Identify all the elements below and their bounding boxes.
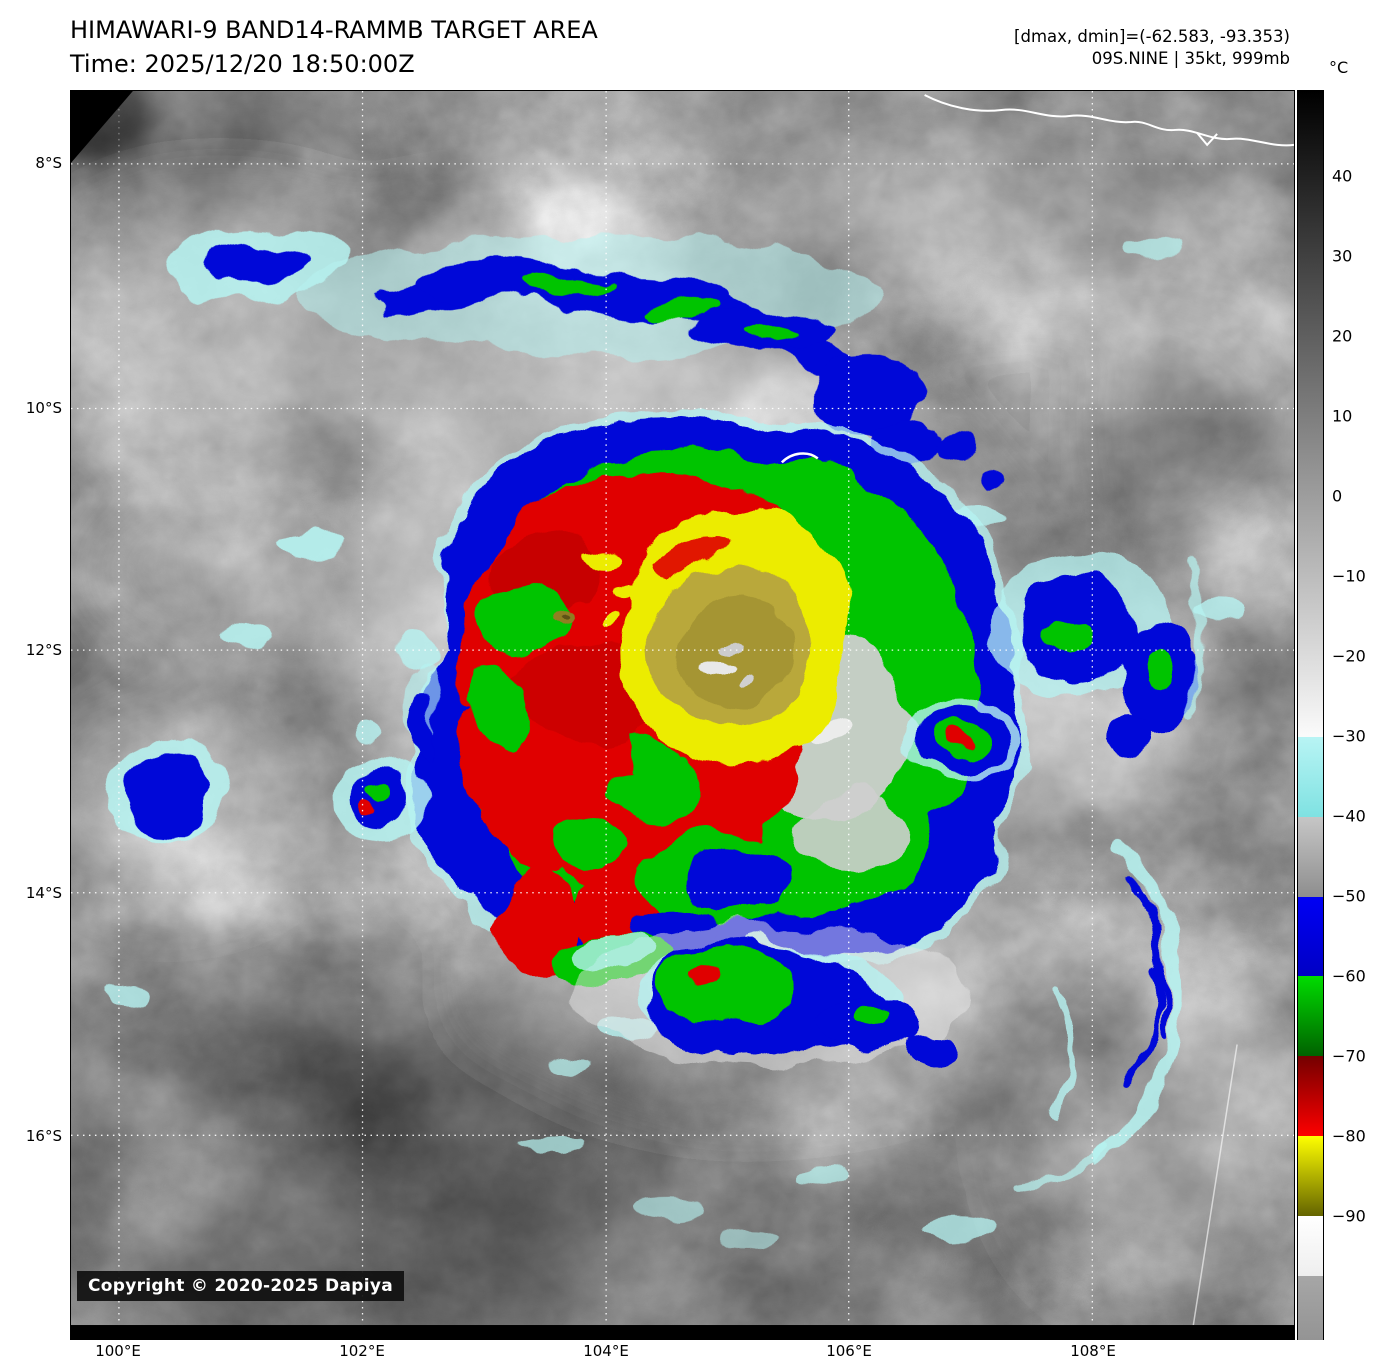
colorbar-segment bbox=[1298, 896, 1323, 978]
graticule bbox=[71, 91, 1294, 1339]
colorbar-segment bbox=[1298, 1056, 1323, 1137]
colorbar-unit-label: °C bbox=[1329, 58, 1349, 77]
coastline bbox=[780, 94, 1294, 464]
scan-edges bbox=[71, 91, 1294, 1339]
north-convective-band bbox=[167, 226, 1004, 491]
map-area: Copyright © 2020-2025 Dapiya bbox=[70, 90, 1295, 1340]
product-title: HIMAWARI-9 BAND14-RAMMB TARGET AREA bbox=[70, 16, 598, 44]
colorbar-tick-label: −90 bbox=[1332, 1206, 1366, 1226]
colorbar-tick-label: −30 bbox=[1332, 726, 1366, 746]
lon-label: 104°E bbox=[583, 1342, 629, 1359]
colorbar-segment bbox=[1298, 91, 1323, 738]
copyright-label: Copyright © 2020-2025 Dapiya bbox=[77, 1271, 404, 1301]
colorbar-tick-label: −60 bbox=[1332, 966, 1366, 986]
lat-label: 10°S bbox=[25, 399, 62, 417]
east-convective-cells bbox=[904, 555, 1202, 778]
colorbar-tick-label: −40 bbox=[1332, 806, 1366, 826]
colorbar-tick-label: 30 bbox=[1332, 246, 1353, 266]
lon-label: 100°E bbox=[95, 1342, 141, 1359]
product-timestamp: Time: 2025/12/20 18:50:00Z bbox=[70, 50, 415, 78]
southeast-arcs bbox=[1013, 556, 1209, 1194]
lon-label: 108°E bbox=[1070, 1342, 1116, 1359]
lon-label: 102°E bbox=[339, 1342, 385, 1359]
header-stats: [dmax, dmin]=(-62.583, -93.353) 09S.NINE… bbox=[1014, 26, 1290, 70]
colorbar bbox=[1297, 90, 1324, 1340]
colorbar-tick-label: −80 bbox=[1332, 1126, 1366, 1146]
colorbar-segment bbox=[1298, 1275, 1323, 1340]
colorbar-tick-label: 40 bbox=[1332, 166, 1353, 186]
colorbar-segment bbox=[1298, 976, 1323, 1057]
colorbar-segment bbox=[1298, 1216, 1323, 1277]
colorbar-tick-label: −70 bbox=[1332, 1046, 1366, 1066]
colorbar-segment bbox=[1298, 816, 1323, 898]
colorbar-tick-label: 0 bbox=[1332, 486, 1343, 506]
lat-label: 12°S bbox=[25, 641, 62, 659]
lat-label: 14°S bbox=[25, 884, 62, 902]
colorbar-tick-label: 10 bbox=[1332, 406, 1353, 426]
colorbar-tick-label: −10 bbox=[1332, 566, 1366, 586]
colorbar-segment bbox=[1298, 736, 1323, 818]
colorbar-tick-label: −50 bbox=[1332, 886, 1366, 906]
storm-info: 09S.NINE | 35kt, 999mb bbox=[1091, 49, 1290, 68]
colorbar-segment bbox=[1298, 1136, 1323, 1217]
lat-label: 16°S bbox=[25, 1127, 62, 1145]
lat-label: 8°S bbox=[35, 154, 62, 172]
colorbar-tick-label: 20 bbox=[1332, 326, 1353, 346]
colorbar-tick-label: −20 bbox=[1332, 646, 1366, 666]
lon-label: 106°E bbox=[826, 1342, 872, 1359]
satellite-image bbox=[71, 91, 1294, 1339]
cyclone-core-blobs bbox=[407, 411, 1036, 980]
dmax-dmin-readout: [dmax, dmin]=(-62.583, -93.353) bbox=[1014, 27, 1290, 46]
south-convective-band bbox=[570, 924, 970, 1065]
west-cells bbox=[103, 668, 437, 844]
